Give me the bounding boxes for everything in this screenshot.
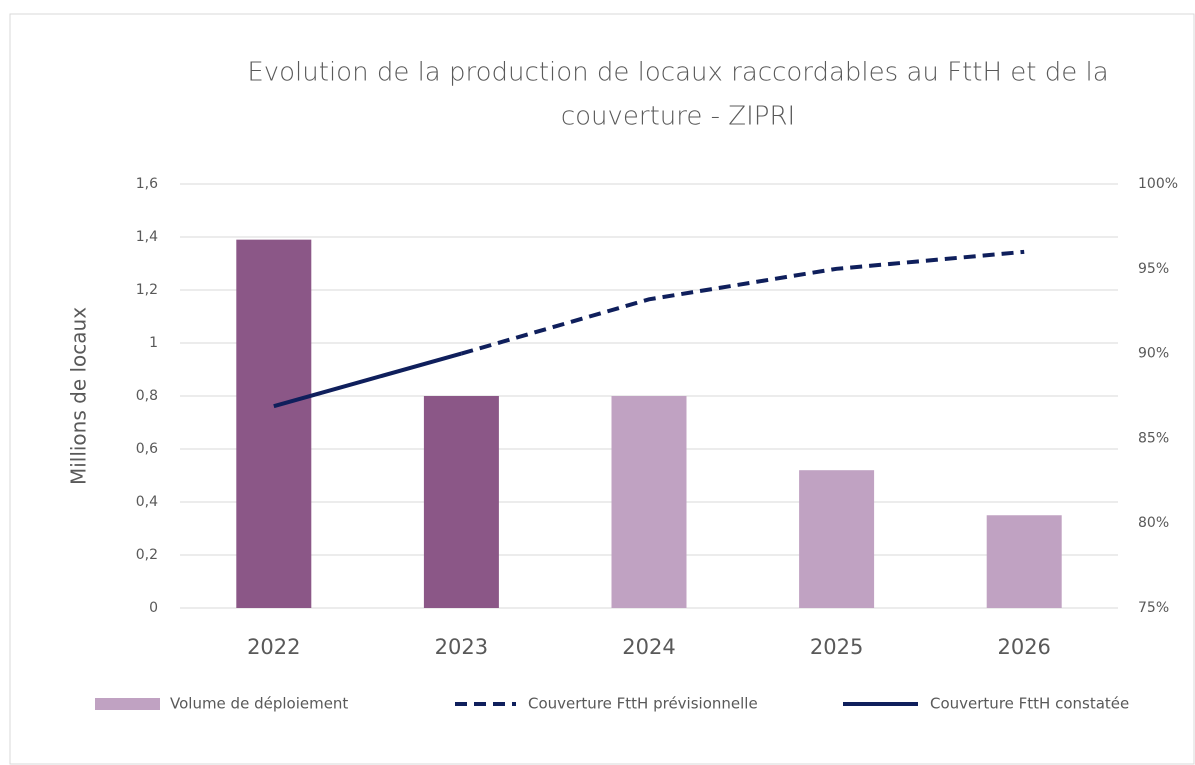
chart-title: couverture - ZIPRI bbox=[561, 102, 795, 132]
bar bbox=[611, 396, 687, 608]
y-tick-label: 1,6 bbox=[136, 176, 158, 192]
chart-title: Evolution de la production de locaux rac… bbox=[247, 58, 1108, 88]
legend-label: Couverture FttH constatée bbox=[930, 695, 1129, 713]
line-series bbox=[273, 351, 462, 409]
line-series bbox=[460, 249, 1025, 356]
y-tick-label: 0,2 bbox=[136, 547, 158, 563]
y-tick-label: 0,6 bbox=[136, 441, 158, 457]
x-tick-label: 2023 bbox=[435, 635, 488, 659]
bar bbox=[423, 396, 499, 608]
x-tick-label: 2024 bbox=[622, 635, 675, 659]
legend-label: Couverture FttH prévisionnelle bbox=[528, 695, 758, 713]
y-tick-label: 1,4 bbox=[136, 229, 158, 245]
x-tick-label: 2022 bbox=[247, 635, 300, 659]
y2-tick-label: 85% bbox=[1138, 430, 1169, 446]
y-tick-label: 0,4 bbox=[136, 494, 158, 510]
y2-tick-label: 100% bbox=[1138, 176, 1178, 192]
y-tick-label: 0,8 bbox=[136, 388, 158, 404]
y2-tick-label: 95% bbox=[1138, 261, 1169, 277]
y2-tick-label: 80% bbox=[1138, 515, 1169, 531]
x-tick-label: 2026 bbox=[997, 635, 1050, 659]
y-axis-label: Millions de locaux bbox=[67, 307, 91, 485]
bar bbox=[236, 239, 312, 608]
x-tick-label: 2025 bbox=[810, 635, 863, 659]
chart-frame bbox=[9, 13, 1195, 765]
y2-tick-label: 75% bbox=[1138, 600, 1169, 616]
y-tick-label: 0 bbox=[149, 600, 158, 616]
y-tick-label: 1,2 bbox=[136, 282, 158, 298]
bar bbox=[799, 470, 875, 608]
y2-tick-label: 90% bbox=[1138, 346, 1169, 362]
legend-swatch bbox=[95, 698, 160, 710]
y-tick-label: 1 bbox=[149, 335, 158, 351]
legend-label: Volume de déploiement bbox=[170, 695, 348, 713]
bar bbox=[986, 515, 1062, 608]
